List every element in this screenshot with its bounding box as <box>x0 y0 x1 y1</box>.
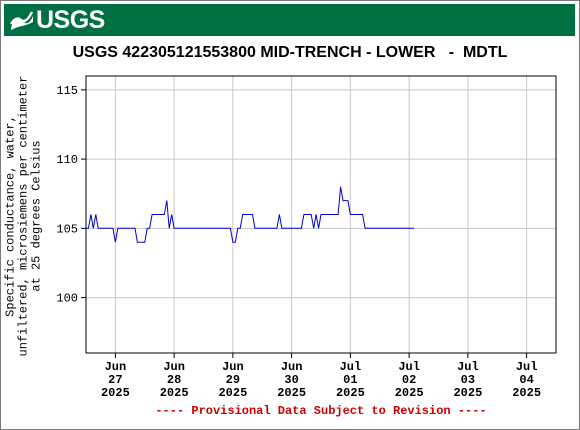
x-tick-label: Jul 04 2025 <box>512 360 541 400</box>
x-tick-label: Jul 02 2025 <box>395 360 424 400</box>
y-tick-label: 110 <box>56 153 78 167</box>
usgs-banner: USGS <box>4 4 575 36</box>
y-tick-label: 100 <box>56 292 78 306</box>
x-tick-label: Jul 01 2025 <box>336 360 365 400</box>
usgs-logo-text: USGS <box>36 6 105 34</box>
chart-title: USGS 422305121553800 MID-TRENCH - LOWER … <box>72 44 508 61</box>
x-tick-label: Jun 27 2025 <box>101 360 130 400</box>
x-tick-label: Jul 03 2025 <box>453 360 482 400</box>
usgs-wave-icon <box>10 11 34 30</box>
y-tick-label: 105 <box>56 222 78 236</box>
usgs-logo[interactable]: USGS <box>10 6 105 34</box>
x-tick-label: Jun 30 2025 <box>277 360 306 400</box>
plot-border <box>85 75 557 354</box>
provisional-notice: ---- Provisional Data Subject to Revisio… <box>155 404 487 418</box>
x-tick-label: Jun 28 2025 <box>160 360 189 400</box>
series-line <box>86 186 414 243</box>
y-tick-label: 115 <box>56 84 78 98</box>
x-tick-label: Jun 29 2025 <box>218 360 247 400</box>
